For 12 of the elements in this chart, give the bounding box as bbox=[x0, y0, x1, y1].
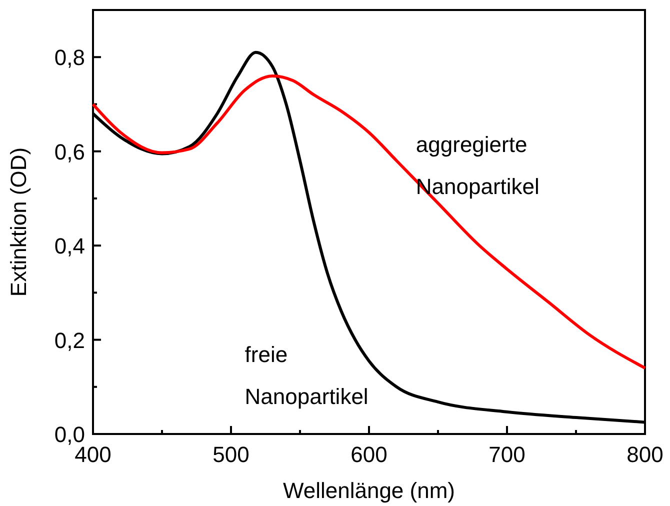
x-tick-label: 600 bbox=[350, 442, 388, 467]
x-tick-label: 500 bbox=[212, 442, 250, 467]
line-series bbox=[92, 74, 646, 370]
x-tick-label: 700 bbox=[488, 442, 526, 467]
x-axis-title: Wellenlänge (nm) bbox=[282, 478, 456, 503]
y-tick-label: 0,8 bbox=[54, 45, 85, 70]
y-tick-label: 0,2 bbox=[54, 328, 85, 353]
y-tick-label: 0,4 bbox=[54, 234, 85, 259]
y-tick-label: 0,6 bbox=[54, 139, 85, 164]
y-axis-title: Extinktion (OD) bbox=[6, 147, 31, 297]
series-label: freie Nanopartikel bbox=[244, 342, 368, 409]
x-tick-label: 800 bbox=[626, 442, 664, 467]
